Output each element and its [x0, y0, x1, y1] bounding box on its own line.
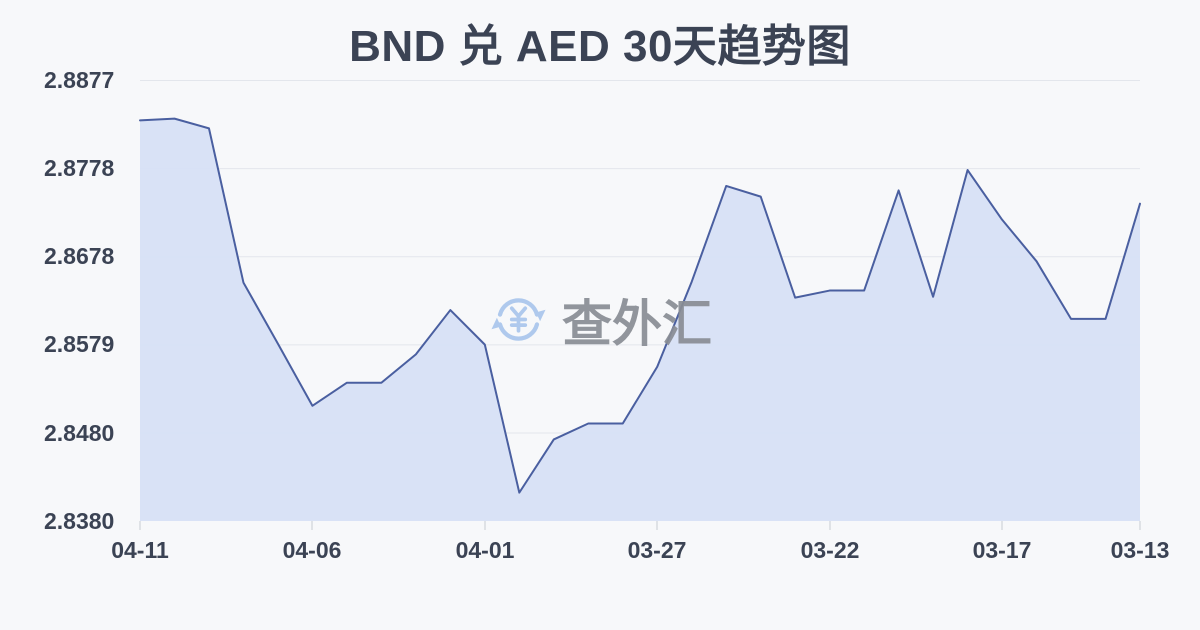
- svg-text:03-13: 03-13: [1111, 537, 1170, 563]
- svg-text:03-27: 03-27: [628, 537, 687, 563]
- svg-text:2.8380: 2.8380: [44, 508, 114, 534]
- svg-text:04-01: 04-01: [456, 537, 515, 563]
- svg-text:04-06: 04-06: [283, 537, 342, 563]
- svg-text:2.8480: 2.8480: [44, 420, 114, 446]
- svg-text:03-22: 03-22: [801, 537, 860, 563]
- svg-text:2.8778: 2.8778: [44, 155, 115, 181]
- svg-text:03-17: 03-17: [973, 537, 1032, 563]
- svg-text:04-11: 04-11: [111, 537, 169, 563]
- svg-text:2.8678: 2.8678: [44, 243, 115, 269]
- svg-text:2.8579: 2.8579: [44, 331, 114, 357]
